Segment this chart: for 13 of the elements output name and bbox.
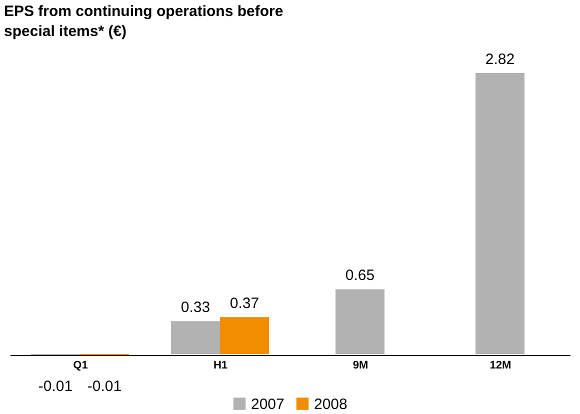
x-tick-label: H1 bbox=[213, 360, 228, 372]
chart-title: EPS from continuing operations before special items* (€) bbox=[4, 2, 284, 42]
data-label: 2.82 bbox=[485, 51, 515, 68]
data-label: 0.33 bbox=[180, 299, 210, 316]
x-tick-label: 9M bbox=[352, 360, 368, 372]
x-tick-label: 12M bbox=[490, 360, 512, 372]
data-label: -0.01 bbox=[38, 378, 73, 395]
legend-label: 2007 bbox=[251, 396, 284, 413]
legend-label: 2008 bbox=[314, 396, 348, 413]
x-tick-label: Q1 bbox=[73, 360, 88, 372]
data-label: 0.65 bbox=[345, 267, 375, 284]
data-label: -0.01 bbox=[87, 378, 122, 395]
data-label: 0.37 bbox=[230, 295, 260, 312]
